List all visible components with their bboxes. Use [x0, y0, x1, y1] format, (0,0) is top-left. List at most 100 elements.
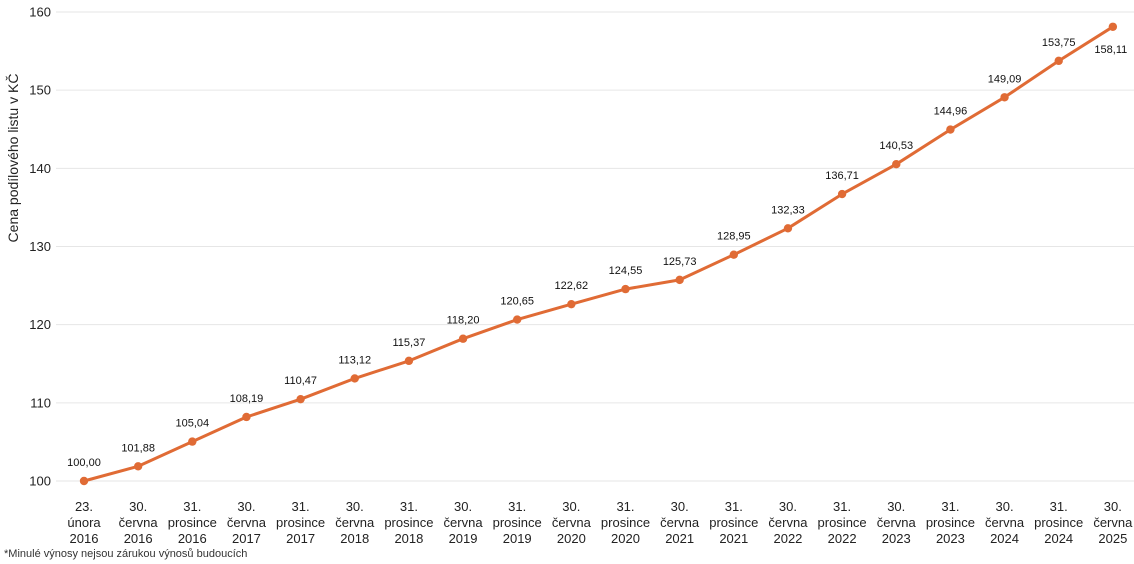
data-label: 125,73: [663, 256, 697, 268]
data-label: 158,11: [1094, 44, 1127, 56]
footnote: *Minulé výnosy nejsou zárukou výnosů bud…: [4, 548, 248, 560]
y-tick-label: 150: [29, 83, 51, 98]
x-tick-label: 2021: [665, 531, 694, 546]
x-tick-label: 2023: [936, 531, 965, 546]
x-tick-label: 2025: [1098, 531, 1127, 546]
x-tick-label: 31.: [400, 499, 418, 514]
x-tick-label: 31.: [725, 499, 743, 514]
data-label: 118,20: [447, 315, 480, 327]
x-tick-label: 31.: [292, 499, 310, 514]
data-point: [837, 189, 847, 199]
x-tick-label: 2023: [882, 531, 911, 546]
x-tick-label: 31.: [183, 499, 201, 514]
x-tick-label: 2019: [503, 531, 532, 546]
data-point: [783, 224, 793, 233]
data-label: 132,33: [771, 204, 805, 216]
x-tick-label: června: [444, 515, 484, 530]
data-point: [1108, 22, 1118, 31]
x-tick-label: prosince: [384, 515, 433, 530]
x-tick-label: prosince: [926, 515, 975, 530]
y-tick-label: 130: [29, 239, 51, 254]
data-point: [567, 299, 576, 309]
y-tick-label: 160: [29, 5, 51, 20]
x-tick-label: 2024: [1044, 531, 1073, 546]
x-tick-label: 2016: [124, 531, 153, 546]
data-label: 105,04: [175, 418, 209, 430]
x-tick-label: 30.: [237, 499, 255, 514]
x-tick-label: 2021: [719, 531, 748, 546]
x-tick-label: prosince: [276, 515, 325, 530]
data-point: [350, 374, 359, 383]
y-tick-label: 100: [29, 474, 51, 489]
data-point: [242, 412, 251, 422]
data-point: [133, 462, 143, 471]
x-tick-label: 30.: [779, 499, 797, 514]
data-point: [1054, 56, 1063, 66]
series-line: [82, 25, 1115, 483]
data-point: [404, 356, 414, 366]
x-tick-label: 23.: [75, 499, 93, 514]
x-tick-label: června: [660, 515, 700, 530]
x-tick-label: 2018: [340, 531, 369, 546]
x-tick-label: prosince: [818, 515, 867, 530]
x-tick-label: 2022: [828, 531, 857, 546]
x-tick-label: 30.: [562, 499, 580, 514]
x-tick-label: 30.: [887, 499, 905, 514]
x-tick-label: června: [985, 515, 1025, 530]
x-tick-label: června: [227, 515, 267, 530]
x-tick-label: prosince: [168, 515, 217, 530]
data-point: [729, 250, 738, 259]
data-point: [621, 284, 630, 294]
data-point: [458, 334, 468, 343]
x-tick-label: června: [768, 515, 808, 530]
data-label: 140,53: [879, 140, 913, 152]
x-tick-label: 30.: [454, 499, 472, 514]
x-tick-label: 31.: [1050, 499, 1068, 514]
data-label: 153,75: [1042, 37, 1076, 49]
x-tick-label: 2019: [449, 531, 478, 546]
data-label: 136,71: [825, 170, 859, 182]
x-tick-label: prosince: [709, 515, 758, 530]
data-label: 101,88: [121, 442, 155, 454]
data-label: 149,09: [988, 73, 1022, 85]
x-tick-label: 30.: [1104, 499, 1122, 514]
x-tick-label: prosince: [1034, 515, 1083, 530]
data-point: [513, 315, 522, 324]
y-tick-label: 110: [30, 395, 51, 410]
data-label: 113,12: [338, 354, 371, 366]
x-tick-label: prosince: [493, 515, 542, 530]
data-point: [892, 159, 901, 169]
x-tick-label: 2018: [394, 531, 423, 546]
x-tick-label: 31.: [941, 499, 959, 514]
x-tick-label: 30.: [346, 499, 364, 514]
data-point: [296, 394, 305, 404]
data-point: [946, 125, 955, 134]
x-tick-label: 2020: [611, 531, 640, 546]
x-tick-label: 30.: [129, 499, 147, 514]
x-tick-label: prosince: [601, 515, 650, 530]
x-tick-label: června: [1093, 515, 1133, 530]
x-tick-label: 2017: [232, 531, 261, 546]
data-point: [79, 476, 89, 486]
x-tick-label: 30.: [996, 499, 1014, 514]
x-tick-label: 30.: [671, 499, 689, 514]
x-tick-label: 2017: [286, 531, 315, 546]
x-tick-label: června: [335, 515, 375, 530]
x-tick-label: června: [119, 515, 159, 530]
data-label: 128,95: [717, 231, 751, 243]
data-label: 115,37: [392, 337, 425, 349]
y-tick-label: 120: [29, 317, 51, 332]
x-tick-label: června: [877, 515, 917, 530]
data-label: 100,00: [67, 457, 101, 469]
x-tick-label: 31.: [616, 499, 634, 514]
data-label: 144,96: [934, 106, 968, 118]
x-tick-label: 2016: [70, 531, 99, 546]
y-tick-label: 140: [29, 161, 51, 176]
data-label: 120,65: [500, 296, 534, 308]
x-tick-label: 2016: [178, 531, 207, 546]
data-label: 122,62: [555, 280, 589, 292]
x-tick-label: 2020: [557, 531, 586, 546]
x-tick-label: února: [67, 515, 101, 530]
data-point: [675, 275, 684, 285]
